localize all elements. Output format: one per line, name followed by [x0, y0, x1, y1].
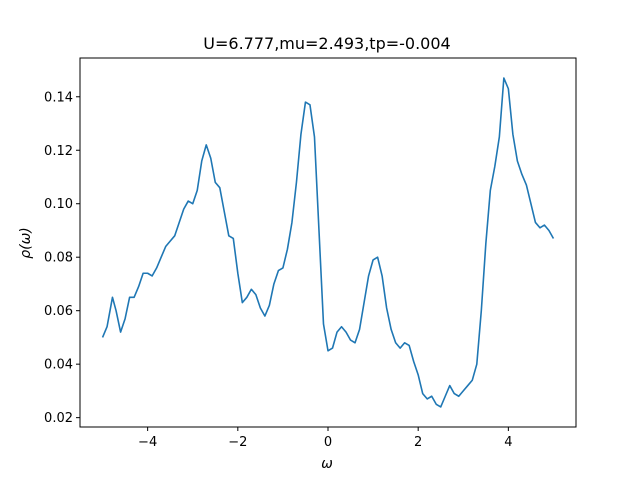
chart-title: U=6.777,mu=2.493,tp=-0.004: [203, 34, 450, 53]
x-tick-label: 4: [504, 435, 512, 450]
y-tick-label: 0.10: [44, 197, 73, 212]
plot-area: −4 −2 0 2 4 0.02 0.04 0.06 0.08 0.10 0.12 0.14: [44, 57, 577, 450]
y-tick-label: 0.02: [44, 411, 73, 426]
y-axis-label: ρ(ω): [18, 227, 34, 259]
x-tick-label: 0: [324, 435, 332, 450]
y-tick-label: 0.14: [44, 90, 73, 105]
x-tick-label: −4: [138, 435, 157, 450]
y-tick-label: 0.12: [44, 144, 73, 159]
x-tick-label: 2: [414, 435, 422, 450]
y-tick-label: 0.06: [44, 304, 73, 319]
y-tick-label: 0.04: [44, 358, 73, 373]
x-tick-label: −2: [228, 435, 247, 450]
x-axis-label: ω: [321, 456, 333, 472]
y-tick-label: 0.08: [44, 251, 73, 266]
series-line-0: [101, 77, 555, 408]
